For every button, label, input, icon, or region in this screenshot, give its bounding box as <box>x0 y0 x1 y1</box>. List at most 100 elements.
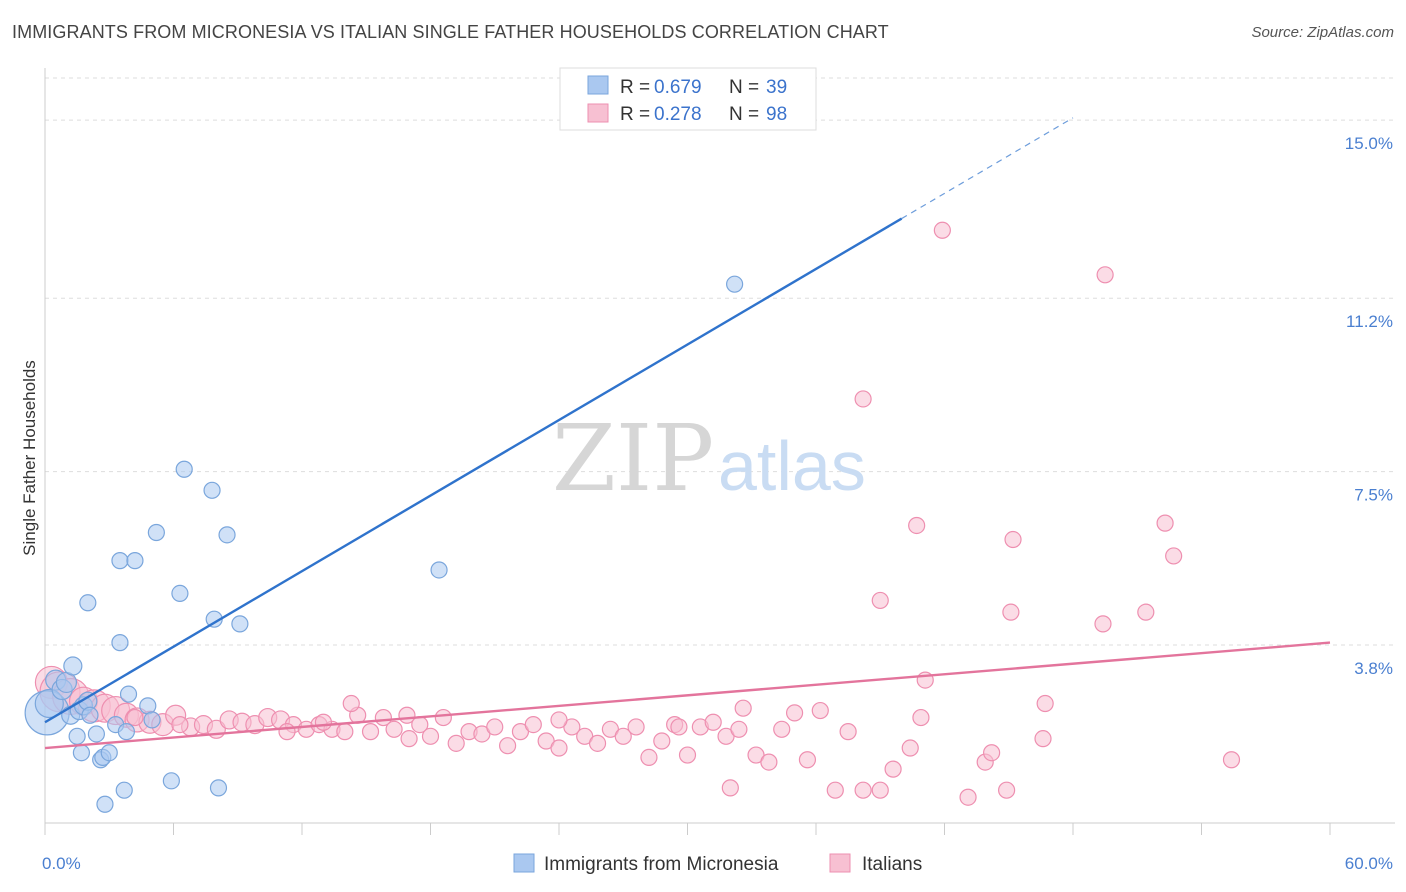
italians-point-71 <box>721 779 739 797</box>
micronesia-point-36 <box>430 561 448 579</box>
italians-point-42 <box>550 739 568 757</box>
italians-point-75 <box>998 781 1016 799</box>
chart-source: Source: ZipAtlas.com <box>1251 24 1394 41</box>
italians-point-97 <box>400 730 418 748</box>
micronesia-point-22 <box>115 781 133 799</box>
italians-point-45 <box>588 734 607 752</box>
micronesia-point-10 <box>81 706 99 724</box>
watermark-atlas: atlas <box>718 427 866 505</box>
italians-point-77 <box>1036 694 1054 713</box>
italians-point-74 <box>983 744 1001 762</box>
micronesia-point-34 <box>203 481 221 499</box>
bottom-legend-label-micronesia: Immigrants from Micronesia <box>544 854 779 875</box>
micronesia-trendline <box>44 217 903 724</box>
watermark-zip: ZIP <box>552 405 714 512</box>
trendlines <box>44 117 1331 750</box>
bottom-legend-swatch-micronesia <box>513 853 535 873</box>
italians-point-62 <box>798 751 817 769</box>
italians-point-47 <box>614 727 632 745</box>
italians-point-80 <box>908 516 926 535</box>
italians-point-63 <box>811 701 829 720</box>
italians-point-68 <box>884 760 902 778</box>
italians-point-89 <box>933 221 951 239</box>
x-tick-label-0: 0.0% <box>42 854 81 873</box>
italians-point-61 <box>785 704 804 722</box>
italians-point-79 <box>854 390 872 408</box>
micronesia-point-23 <box>162 772 180 790</box>
italians-point-87 <box>1165 547 1183 565</box>
italians-point-38 <box>499 737 517 755</box>
micronesia-point-24 <box>209 779 228 797</box>
italians-point-27 <box>361 723 380 741</box>
italians-trendline <box>44 641 1331 750</box>
axes <box>44 68 1395 835</box>
italians-point-24 <box>336 723 354 741</box>
italians-point-48 <box>627 718 645 736</box>
micronesia-points <box>24 275 744 813</box>
legend-r-value-italians: 0.278 <box>654 104 702 125</box>
bottom-legend-swatch-italians <box>829 853 851 873</box>
italians-point-33 <box>434 708 452 727</box>
italians-point-69 <box>901 739 919 757</box>
italians-point-96 <box>550 711 568 729</box>
legend-n-label-micronesia: N = <box>729 77 759 98</box>
italians-point-72 <box>959 788 977 806</box>
y-tick-label-1: 7.5% <box>1354 486 1393 505</box>
micronesia-point-16 <box>96 795 114 813</box>
italians-point-67 <box>871 781 889 799</box>
watermark: ZIP atlas <box>552 405 866 512</box>
italians-point-76 <box>1034 730 1052 748</box>
correlation-legend: R = 0.679 N = 39 R = 0.278 N = 98 <box>559 67 817 131</box>
y-axis-label: Single Father Households <box>20 360 39 556</box>
legend-n-value-italians: 98 <box>766 104 787 125</box>
series-legend: Immigrants from Micronesia Italians <box>513 853 922 875</box>
bottom-legend-label-italians: Italians <box>862 854 922 875</box>
micronesia-point-18 <box>117 723 135 741</box>
italians-point-66 <box>854 781 872 799</box>
italians-point-50 <box>653 732 671 750</box>
chart-title: IMMIGRANTS FROM MICRONESIA VS ITALIAN SI… <box>12 22 889 42</box>
italians-point-94 <box>171 716 189 734</box>
italians-point-91 <box>278 723 296 741</box>
micronesia-point-12 <box>87 725 106 743</box>
micronesia-point-19 <box>119 685 138 703</box>
italians-point-65 <box>839 723 857 741</box>
italians-point-32 <box>421 727 440 745</box>
italians-point-86 <box>1137 603 1155 621</box>
tick-labels: 3.8% 7.5% 11.2% 15.0% 0.0% 60.0% <box>42 134 1393 873</box>
italians-point-37 <box>486 718 504 736</box>
italians-point-84 <box>1094 615 1112 633</box>
legend-n-value-micronesia: 39 <box>766 77 787 98</box>
italians-point-92 <box>314 713 333 731</box>
legend-r-label-italians: R = <box>620 104 650 125</box>
y-tick-label-2: 11.2% <box>1346 312 1393 331</box>
italians-point-29 <box>385 720 403 738</box>
italians-point-88 <box>1222 751 1241 769</box>
italians-point-95 <box>670 718 688 736</box>
legend-r-label-micronesia: R = <box>620 77 650 98</box>
italians-points <box>34 221 1241 806</box>
italians-point-81 <box>871 591 889 610</box>
micronesia-point-21 <box>143 711 161 729</box>
italians-point-54 <box>704 713 722 731</box>
italians-point-70 <box>912 708 930 727</box>
x-tick-label-1: 60.0% <box>1345 854 1393 873</box>
italians-point-34 <box>447 734 465 752</box>
micronesia-point-11 <box>72 744 91 762</box>
italians-point-26 <box>342 694 360 713</box>
micronesia-point-30 <box>171 584 189 603</box>
y-tick-label-0: 3.8% <box>1354 659 1393 678</box>
micronesia-point-28 <box>126 552 144 570</box>
micronesia-point-35 <box>175 460 193 478</box>
legend-swatch-italians <box>587 103 609 123</box>
italians-point-82 <box>1004 530 1022 549</box>
micronesia-point-32 <box>231 615 249 633</box>
italians-point-52 <box>678 746 697 764</box>
legend-swatch-micronesia <box>587 75 609 95</box>
micronesia-point-6 <box>63 656 83 676</box>
legend-n-label-italians: N = <box>729 104 759 125</box>
micronesia-point-33 <box>218 526 236 544</box>
micronesia-point-38 <box>68 727 86 745</box>
y-tick-label-3: 15.0% <box>1345 134 1393 153</box>
